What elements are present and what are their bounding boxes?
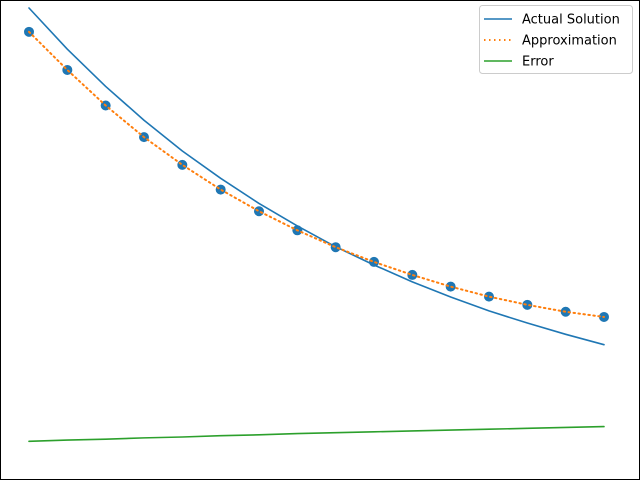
approximation-point-12 (484, 291, 494, 302)
legend-label-actual-solution: Actual Solution (522, 13, 620, 28)
approximation-point-4 (177, 159, 188, 170)
legend-label-approximation: Approximation (522, 34, 617, 49)
error-line (28, 425, 605, 443)
approximation-line (28, 30, 605, 318)
approximation-point-6 (254, 206, 264, 217)
legend: Actual Solution Approximation Error (479, 5, 633, 74)
approximation-point-13 (522, 299, 533, 310)
series-layer (24, 7, 609, 443)
actual-solution-line (28, 7, 605, 346)
legend-items: Actual Solution Approximation Error (484, 13, 620, 70)
approximation-point-9 (369, 256, 379, 267)
legend-label-error: Error (522, 55, 554, 70)
legend-box (479, 5, 633, 74)
approximation-point-5 (215, 184, 226, 195)
approximation-point-8 (330, 242, 341, 253)
